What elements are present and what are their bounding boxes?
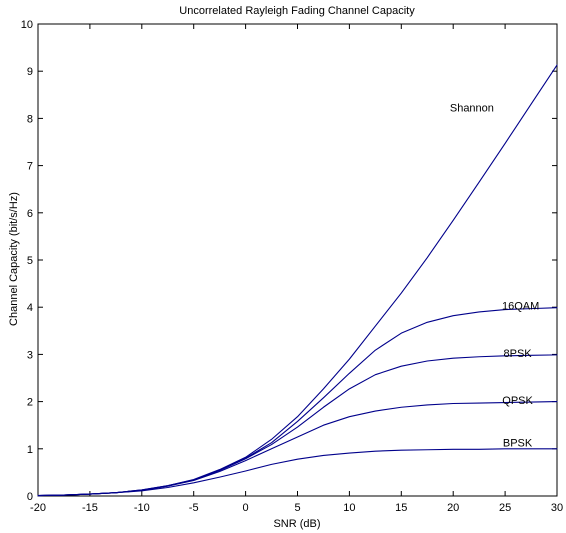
y-tick-label: 6: [27, 208, 33, 220]
x-tick-label: -5: [189, 502, 199, 514]
x-tick-label: 25: [499, 502, 511, 514]
x-tick-label: -20: [30, 502, 46, 514]
series-label-8psk: 8PSK: [503, 348, 532, 360]
series-line-shannon: [37, 64, 558, 497]
x-tick-label: -15: [82, 502, 98, 514]
y-tick-label: 1: [27, 444, 33, 456]
y-tick-label: 9: [27, 66, 33, 78]
plot-border: [37, 23, 558, 497]
series-line-16qam: [37, 307, 558, 497]
x-tick-label: 0: [243, 502, 249, 514]
x-tick-label: 10: [343, 502, 355, 514]
y-tick-label: 3: [27, 349, 33, 361]
x-tick-label: 20: [447, 502, 459, 514]
x-tick-label: 30: [551, 502, 563, 514]
y-tick-label: 5: [27, 255, 33, 267]
series-line-8psk: [37, 354, 558, 497]
x-tick-label: -10: [134, 502, 150, 514]
chart-title: Uncorrelated Rayleigh Fading Channel Cap…: [179, 5, 415, 17]
x-tick-label: 15: [395, 502, 407, 514]
series-label-shannon: Shannon: [450, 102, 494, 114]
y-tick-label: 4: [27, 302, 33, 314]
y-axis-label: Channel Capacity (bit/s/Hz): [8, 192, 20, 326]
y-tick-label: 10: [21, 19, 33, 31]
y-tick-label: 8: [27, 113, 33, 125]
plot-area: -20 -15 -10 -5 0 5 10 15 20 25 30 0 1 2 3 4 5 6 7 8 9 10 Shann…: [21, 19, 563, 514]
x-tick-label: 5: [294, 502, 300, 514]
series-line-qpsk: [37, 401, 558, 497]
x-axis-label: SNR (dB): [273, 518, 320, 530]
series-label-qpsk: QPSK: [502, 395, 533, 407]
y-tick-label: 7: [27, 161, 33, 173]
series-label-bpsk: BPSK: [503, 437, 533, 449]
series-line-bpsk: [37, 448, 558, 497]
series-label-16qam: 16QAM: [502, 301, 539, 313]
y-tick-label: 0: [27, 491, 33, 503]
y-tick-label: 2: [27, 397, 33, 409]
